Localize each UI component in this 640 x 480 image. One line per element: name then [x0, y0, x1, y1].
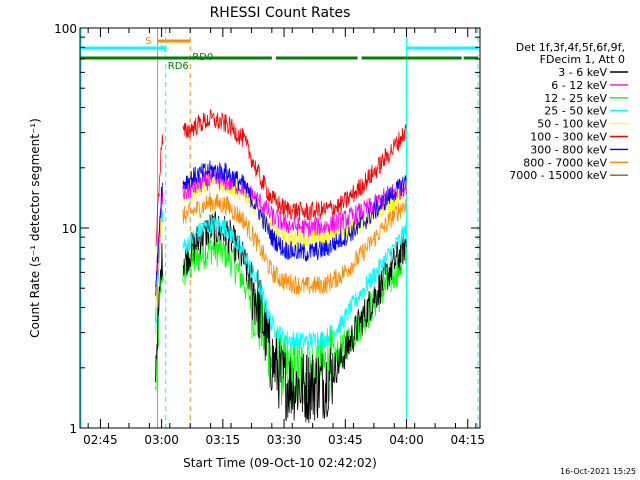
x-tick-label: 03:15 [206, 433, 241, 447]
footer-timestamp: 16-Oct-2021 15:25 [560, 467, 636, 476]
y-axis-label: Count Rate (s⁻¹ detector segment⁻¹) [28, 118, 42, 338]
legend-entry-label: 7000 - 15000 keV [509, 169, 607, 182]
x-tick-label: 04:15 [450, 433, 485, 447]
legend-entry-label: 50 - 100 keV [537, 118, 607, 131]
legend-entry-label: 3 - 6 keV [558, 66, 607, 79]
attenuator-label-s: S [145, 36, 151, 47]
chart-title: RHESSI Count Rates [210, 5, 351, 21]
legend-header-line: Det 1f,3f,4f,5f,6f,9f, [516, 41, 625, 54]
series-trace [155, 211, 407, 424]
legend-entry-label: 6 - 12 keV [551, 79, 607, 92]
legend-entry-label: 800 - 7000 keV [523, 156, 607, 169]
series-trace [155, 109, 407, 247]
y-tick-label: 100 [54, 22, 77, 36]
rate-decim-label-rd0: RD0 [192, 52, 213, 63]
x-tick-label: 03:00 [144, 433, 179, 447]
legend: Det 1f,3f,4f,5f,6f,9f,FDecim 1, Att 03 -… [509, 41, 628, 182]
legend-header-line: FDecim 1, Att 0 [540, 53, 625, 66]
x-axis-label: Start Time (09-Oct-10 02:42:02) [183, 456, 377, 470]
x-tick-label: 03:45 [328, 433, 363, 447]
y-tick-label: 1 [69, 422, 77, 436]
x-tick-label: 03:30 [267, 433, 302, 447]
series-trace [155, 160, 407, 296]
legend-entry-label: 100 - 300 keV [530, 131, 607, 144]
y-tick-label: 10 [62, 222, 77, 236]
legend-entry-label: 25 - 50 keV [544, 105, 607, 118]
attenuator-label-n: N [160, 44, 167, 55]
x-tick-label: 04:00 [389, 433, 424, 447]
axis-layer: 1 10 100 02:45 03:00 03:15 03:30 03:45 04:00 04:1… [54, 22, 485, 447]
x-tick-label: 02:45 [83, 433, 118, 447]
legend-entry-label: 300 - 800 keV [530, 143, 607, 156]
series-trace [155, 192, 407, 324]
legend-entry-label: 12 - 25 keV [544, 92, 607, 105]
rate-decim-label-rd6: RD6 [168, 61, 189, 72]
series-layer [155, 109, 407, 424]
